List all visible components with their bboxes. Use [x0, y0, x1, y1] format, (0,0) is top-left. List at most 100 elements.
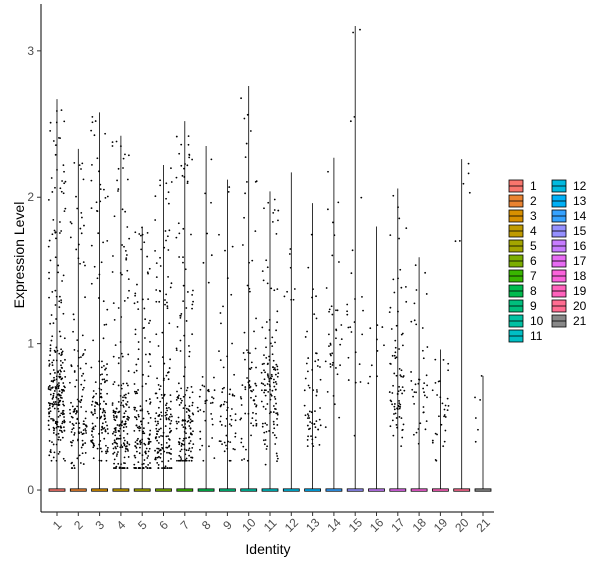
data-point	[146, 232, 149, 234]
data-point	[181, 399, 183, 402]
data-point	[182, 284, 185, 287]
data-point	[145, 382, 147, 385]
data-point	[62, 400, 64, 403]
data-point	[125, 254, 128, 256]
data-point	[223, 386, 225, 389]
data-point	[54, 372, 56, 374]
data-point	[75, 379, 78, 382]
data-point	[231, 245, 234, 248]
data-point	[96, 210, 99, 213]
data-point	[165, 182, 168, 185]
data-point	[183, 430, 186, 433]
violin-group-15	[346, 25, 364, 492]
data-point	[84, 428, 87, 430]
data-point	[207, 281, 210, 284]
data-point	[401, 332, 404, 335]
data-point	[123, 394, 126, 397]
data-point	[90, 434, 93, 436]
data-point	[189, 440, 192, 442]
data-point	[303, 404, 306, 407]
data-point	[246, 377, 248, 379]
data-point	[202, 459, 205, 462]
data-point	[274, 388, 277, 391]
data-point	[128, 443, 131, 446]
data-point	[226, 401, 228, 404]
data-point	[240, 441, 243, 444]
data-point	[260, 382, 263, 385]
data-point	[60, 190, 63, 193]
data-point	[315, 420, 318, 423]
data-point	[81, 395, 83, 398]
data-point	[157, 384, 160, 386]
data-point	[264, 394, 267, 397]
data-point	[226, 355, 229, 358]
data-point	[141, 438, 144, 441]
data-point	[147, 361, 150, 363]
data-point	[141, 454, 144, 457]
data-point	[104, 411, 107, 414]
data-point	[163, 450, 166, 453]
data-point	[254, 382, 257, 385]
data-point	[179, 456, 182, 458]
data-point	[208, 445, 210, 448]
data-point	[413, 391, 416, 393]
data-point	[124, 249, 127, 252]
violin-group-19	[431, 349, 450, 492]
data-point	[247, 412, 250, 415]
data-point	[119, 145, 122, 148]
data-point	[332, 395, 335, 397]
data-point	[58, 390, 61, 393]
data-point	[143, 241, 146, 244]
data-point	[230, 408, 233, 410]
data-point	[308, 417, 311, 419]
data-point	[137, 341, 140, 343]
data-point	[56, 349, 59, 352]
data-point	[176, 325, 179, 328]
data-point	[76, 398, 79, 401]
legend-label: 20	[573, 299, 587, 313]
data-point	[154, 437, 157, 440]
data-point	[335, 328, 338, 331]
legend-label: 21	[573, 314, 587, 328]
data-point	[204, 400, 207, 402]
data-point	[114, 419, 117, 422]
data-point	[186, 386, 189, 389]
data-point	[170, 400, 172, 403]
data-point	[136, 392, 139, 395]
data-point	[177, 416, 180, 419]
data-point	[119, 272, 122, 274]
data-point	[117, 188, 120, 190]
data-point	[133, 406, 136, 409]
data-point	[142, 327, 145, 330]
data-point	[119, 434, 122, 437]
data-point	[63, 404, 65, 407]
data-point	[332, 361, 334, 364]
data-point	[229, 388, 232, 391]
data-point	[148, 434, 151, 436]
data-point	[141, 408, 144, 411]
data-point	[148, 398, 151, 400]
data-point	[276, 288, 279, 290]
data-point	[186, 420, 189, 423]
data-point	[219, 415, 222, 418]
data-point	[85, 432, 88, 434]
data-point	[57, 387, 60, 390]
data-point	[268, 380, 271, 383]
data-point	[82, 386, 85, 389]
data-point	[155, 392, 158, 395]
data-point	[124, 210, 127, 213]
data-point	[51, 364, 54, 367]
data-point	[103, 323, 106, 326]
data-point	[58, 330, 61, 333]
data-point	[340, 324, 343, 326]
data-point	[70, 444, 73, 447]
data-point	[330, 305, 333, 308]
data-point	[137, 348, 140, 351]
data-point	[267, 362, 269, 365]
data-point	[201, 444, 204, 447]
data-point	[113, 431, 115, 433]
data-point	[120, 402, 123, 404]
data-point	[90, 179, 93, 182]
data-point	[268, 412, 271, 415]
data-point	[117, 384, 120, 387]
